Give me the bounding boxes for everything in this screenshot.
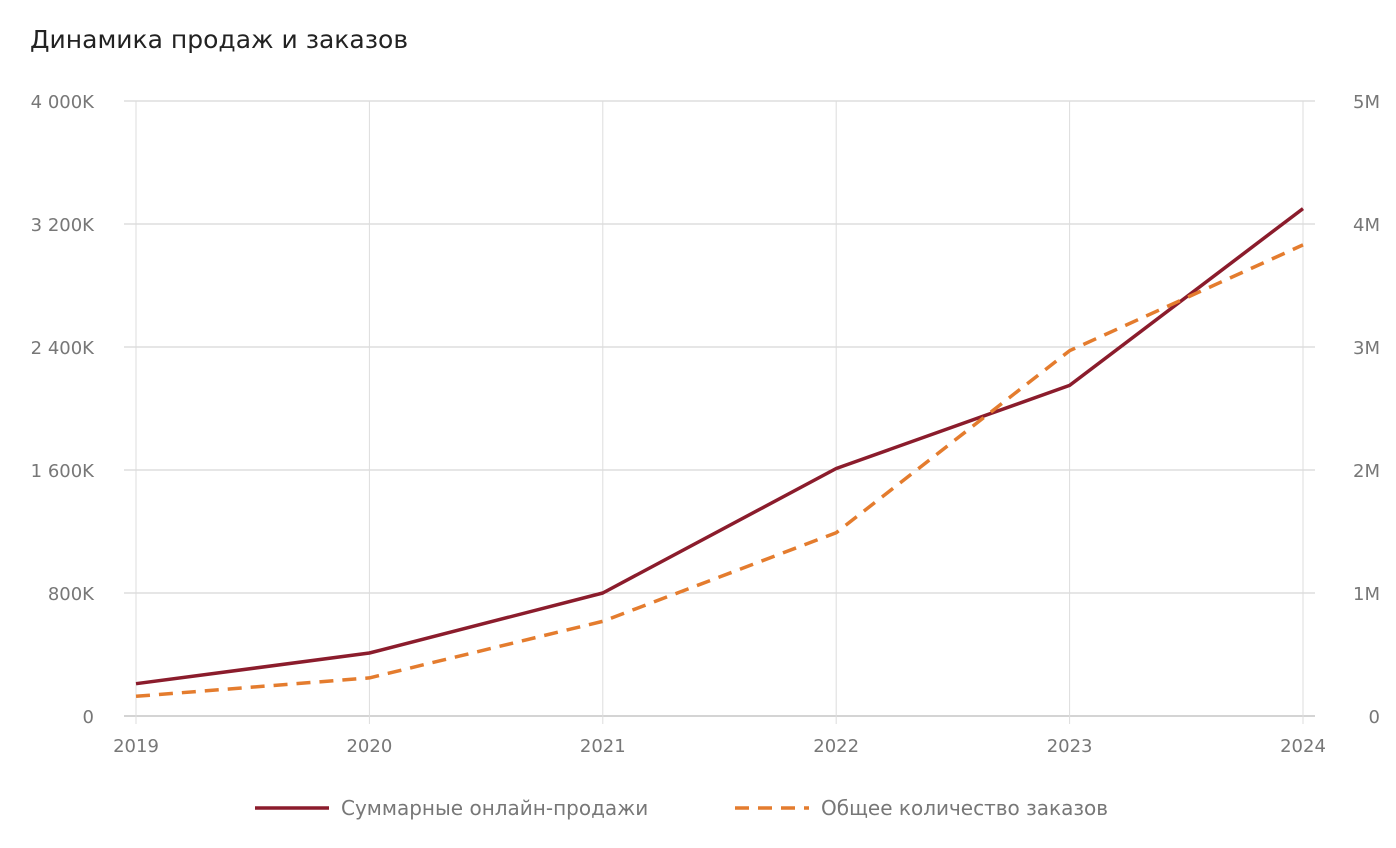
legend-label: Суммарные онлайн-продажи <box>341 796 648 820</box>
y-right-tick-label: 2M <box>1353 461 1380 482</box>
x-tick-label: 2021 <box>580 736 626 757</box>
y-left-tick-label: 3 200K <box>31 215 96 236</box>
x-tick-label: 2024 <box>1280 736 1326 757</box>
y-right-tick-label: 1M <box>1353 584 1380 605</box>
x-tick-label: 2022 <box>813 736 859 757</box>
y-left-tick-label: 0 <box>83 707 94 728</box>
y-right-tick-label: 4M <box>1353 215 1380 236</box>
y-right-tick-label: 5M <box>1353 92 1380 113</box>
chart-title: Динамика продаж и заказов <box>30 25 408 54</box>
series-line-1 <box>135 207 1305 686</box>
y-right-tick-label: 0 <box>1369 707 1380 728</box>
y-left-tick-label: 1 600K <box>31 461 96 482</box>
legend-item[interactable]: Общее количество заказов <box>735 796 1108 820</box>
y-left-tick-label: 800K <box>48 584 95 605</box>
series-line-2 <box>135 243 1304 699</box>
y-left-tick-label: 2 400K <box>31 338 96 359</box>
x-tick-label: 2020 <box>346 736 392 757</box>
x-tick-label: 2023 <box>1047 736 1093 757</box>
legend-item[interactable]: Суммарные онлайн-продажи <box>255 796 648 820</box>
y-right-tick-label: 3M <box>1353 338 1380 359</box>
x-tick-label: 2019 <box>113 736 159 757</box>
legend-label: Общее количество заказов <box>821 796 1108 820</box>
y-left-tick-label: 4 000K <box>31 92 96 113</box>
